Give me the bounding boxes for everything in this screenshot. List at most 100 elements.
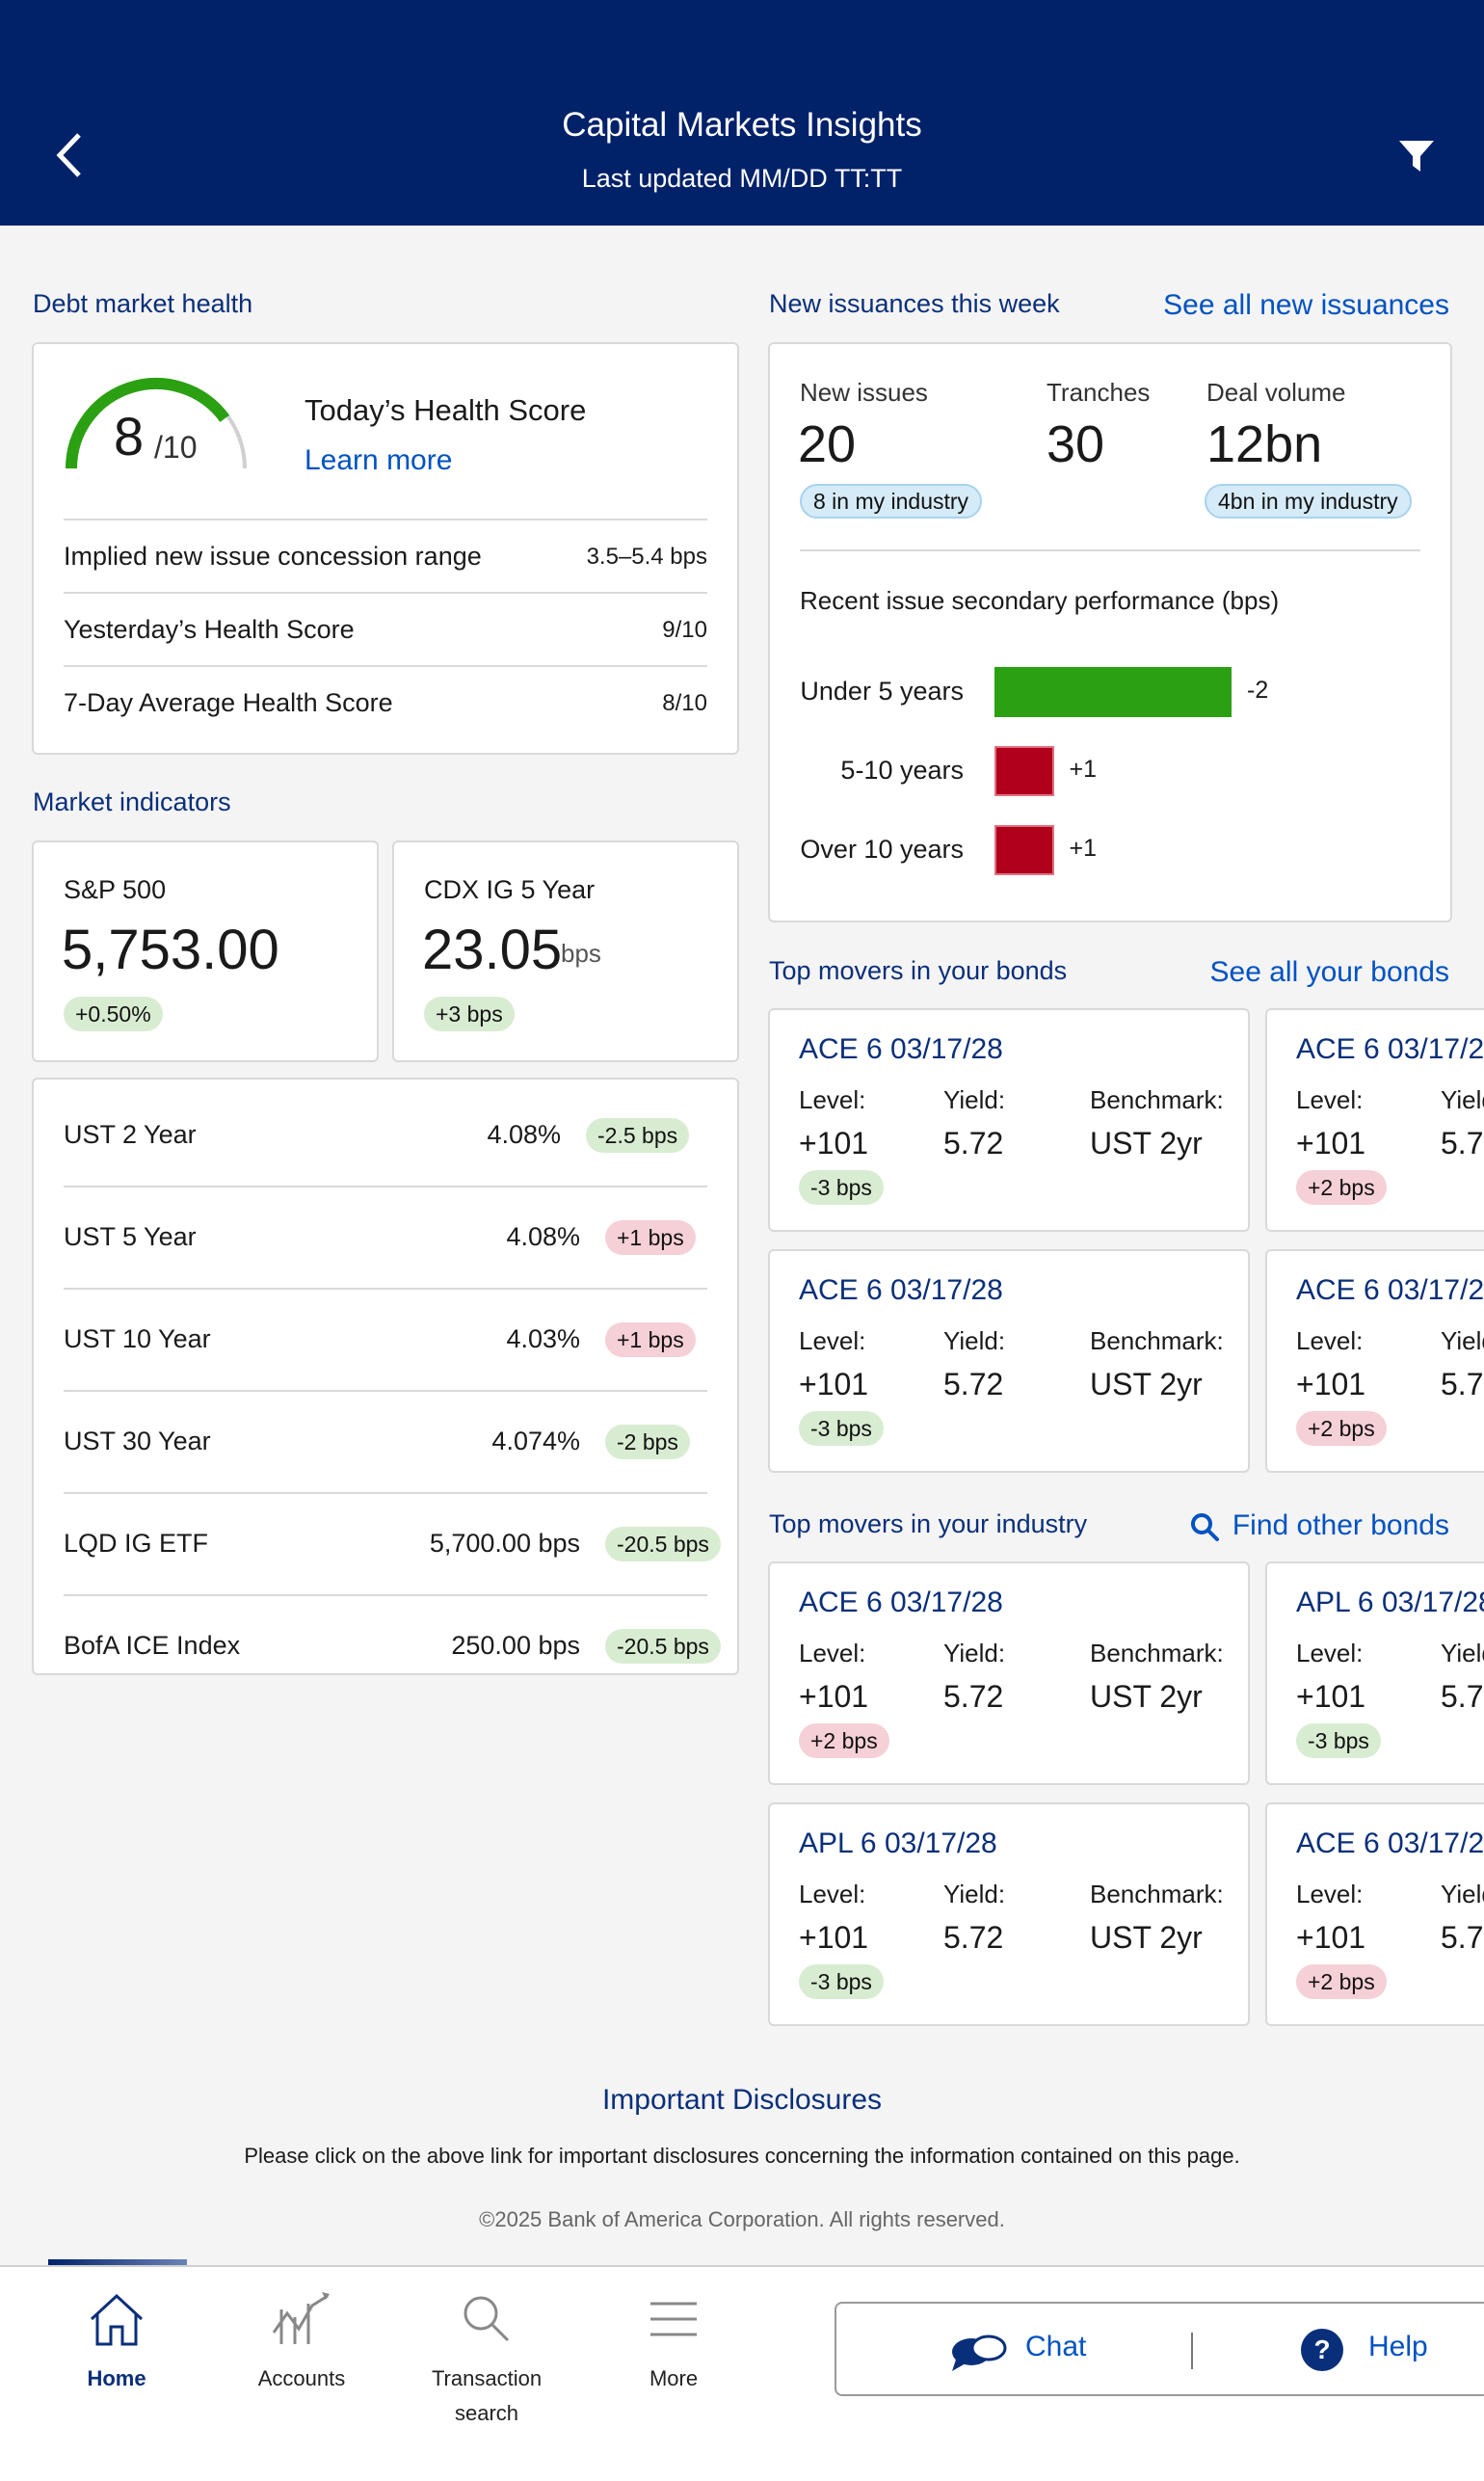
yield-label: Yield:	[943, 1085, 1006, 1114]
indicator-value: 4.08%	[487, 1120, 561, 1149]
bond-name: ACE 6 03/17/28	[1296, 1033, 1484, 1065]
bond-card[interactable]: ACE 6 03/17/28 Level: Yield: +101 5.72 +…	[1265, 1249, 1484, 1473]
important-disclosures-link[interactable]: Important Disclosures	[601, 2084, 883, 2116]
health-row: Implied new issue concession range 3.5–5…	[64, 519, 707, 592]
indicator-change-badge: -2 bps	[605, 1425, 690, 1459]
bond-card[interactable]: ACE 6 03/17/28 Level: Yield: +101 5.72 +…	[1265, 1802, 1484, 2026]
health-row: Yesterday’s Health Score 9/10	[64, 592, 707, 665]
nav-label: Home	[87, 2366, 146, 2390]
bar-label: 5-10 years	[840, 756, 964, 785]
health-card	[32, 342, 739, 755]
performance-bar	[994, 746, 1054, 796]
performance-bar	[994, 667, 1232, 717]
last-updated: Last updated MM/DD TT:TT	[581, 164, 903, 193]
indicator-row[interactable]: UST 2 Year 4.08% -2.5 bps	[64, 1085, 707, 1187]
indicator-name: LQD IG ETF	[64, 1529, 209, 1558]
bond-change-badge: -3 bps	[1296, 1723, 1381, 1758]
see-all-new-issuances-link[interactable]: See all new issuances	[1163, 289, 1449, 321]
new-issues-label: New issues	[800, 378, 928, 407]
level-value: +101	[799, 1367, 869, 1401]
nav-home[interactable]: Home	[35, 2267, 199, 2396]
yield-value: 5.72	[943, 1367, 1004, 1401]
home-icon	[90, 2293, 144, 2346]
bond-card[interactable]: ACE 6 03/17/28 Level: Yield: Benchmark: …	[768, 1249, 1250, 1473]
level-value: +101	[1296, 1367, 1366, 1401]
bond-change-badge: -3 bps	[799, 1170, 884, 1205]
indicator-change-badge: +1 bps	[605, 1220, 696, 1255]
health-score: 8	[114, 406, 145, 467]
level-value: +101	[1296, 1679, 1366, 1714]
cdx-label: CDX IG 5 Year	[424, 875, 596, 904]
indicator-change-badge: -20.5 bps	[605, 1527, 721, 1561]
indicator-row[interactable]: UST 30 Year 4.074% -2 bps	[64, 1392, 707, 1494]
yield-value: 5.72	[943, 1679, 1004, 1714]
health-score-denominator: /10	[154, 430, 198, 465]
new-issues-value: 20	[798, 415, 857, 473]
health-row-label: Yesterday’s Health Score	[64, 615, 355, 644]
indicator-row[interactable]: UST 10 Year 4.03% +1 bps	[64, 1290, 707, 1392]
help-icon[interactable]: ?	[1299, 2327, 1345, 2373]
sp500-change-badge: +0.50%	[64, 997, 163, 1031]
bond-change-badge: +2 bps	[799, 1723, 889, 1758]
bond-card[interactable]: ACE 6 03/17/28 Level: Yield: +101 5.72 +…	[1265, 1008, 1484, 1232]
see-all-bonds-link[interactable]: See all your bonds	[1209, 956, 1450, 988]
indicator-value: 4.074%	[491, 1427, 580, 1455]
bond-card[interactable]: APL 6 03/17/28 Level: Yield: Benchmark: …	[768, 1802, 1250, 2026]
bond-name: APL 6 03/17/28	[799, 1827, 997, 1859]
search-icon	[464, 2296, 510, 2342]
chat-icon[interactable]	[950, 2331, 1008, 2373]
svg-text:?: ?	[1313, 2334, 1330, 2364]
level-value: +101	[799, 1920, 869, 1955]
search-icon[interactable]	[1189, 1511, 1220, 1542]
indicator-row[interactable]: LQD IG ETF 5,700.00 bps -20.5 bps	[64, 1494, 721, 1596]
sp500-value: 5,753.00	[62, 919, 279, 981]
benchmark-value: UST 2yr	[1090, 1920, 1203, 1955]
bar-value: +1	[1069, 756, 1098, 783]
level-label: Level:	[1296, 1085, 1364, 1114]
chevron-left-icon[interactable]	[50, 131, 89, 179]
active-tab-indicator	[48, 2259, 187, 2265]
nav-accounts[interactable]: Accounts	[220, 2267, 384, 2396]
yield-label: Yield:	[943, 1326, 1006, 1355]
bond-change-badge: +2 bps	[1296, 1411, 1387, 1446]
health-gauge	[66, 378, 247, 469]
new-issuances-card	[768, 342, 1452, 922]
indicator-name: UST 2 Year	[64, 1120, 197, 1149]
bond-name: ACE 6 03/17/28	[1296, 1274, 1484, 1306]
help-button[interactable]: Help	[1368, 2331, 1428, 2362]
nav-more[interactable]: More	[592, 2267, 755, 2396]
indicator-value: 4.08%	[506, 1222, 580, 1251]
benchmark-value: UST 2yr	[1090, 1367, 1203, 1401]
debt-health-title: Debt market health	[33, 289, 253, 318]
bond-change-badge: -3 bps	[799, 1411, 884, 1446]
yield-value: 5.72	[1441, 1920, 1484, 1955]
chat-help-bar: Chat ? Help	[835, 2302, 1484, 2396]
learn-more-link[interactable]: Learn more	[305, 444, 453, 476]
level-value: +101	[799, 1126, 869, 1160]
tranches-value: 30	[1047, 415, 1105, 473]
nav-transaction-search[interactable]: Transaction search	[405, 2267, 569, 2431]
find-other-bonds-link[interactable]: Find other bonds	[1232, 1509, 1449, 1541]
bond-card[interactable]: ACE 6 03/17/28 Level: Yield: Benchmark: …	[768, 1561, 1250, 1785]
level-label: Level:	[1296, 1639, 1364, 1667]
indicator-change-badge: -2.5 bps	[586, 1118, 690, 1153]
indicator-name: UST 5 Year	[64, 1222, 197, 1251]
bond-card[interactable]: ACE 6 03/17/28 Level: Yield: Benchmark: …	[768, 1008, 1250, 1232]
bar-label: Over 10 years	[800, 835, 964, 864]
deal-volume-value: 12bn	[1206, 415, 1323, 473]
yield-label: Yield:	[943, 1880, 1006, 1908]
level-value: +101	[799, 1679, 869, 1714]
filter-icon[interactable]	[1397, 139, 1436, 173]
bond-card[interactable]: APL 6 03/17/28 Level: Yield: +101 5.72 -…	[1265, 1561, 1484, 1785]
health-row-label: Implied new issue concession range	[64, 542, 482, 571]
nav-label: Transaction search	[431, 2366, 543, 2425]
chat-button[interactable]: Chat	[1025, 2331, 1087, 2362]
indicator-row[interactable]: UST 5 Year 4.08% +1 bps	[64, 1187, 707, 1290]
divider	[800, 549, 1420, 551]
indicator-row[interactable]: BofA ICE Index 250.00 bps -20.5 bps	[64, 1596, 721, 1698]
bond-name: ACE 6 03/17/28	[799, 1274, 1003, 1306]
health-row-value: 3.5–5.4 bps	[586, 544, 707, 570]
bond-name: APL 6 03/17/28	[1296, 1587, 1484, 1618]
cdx-change-badge: +3 bps	[424, 997, 515, 1031]
level-label: Level:	[799, 1326, 866, 1355]
